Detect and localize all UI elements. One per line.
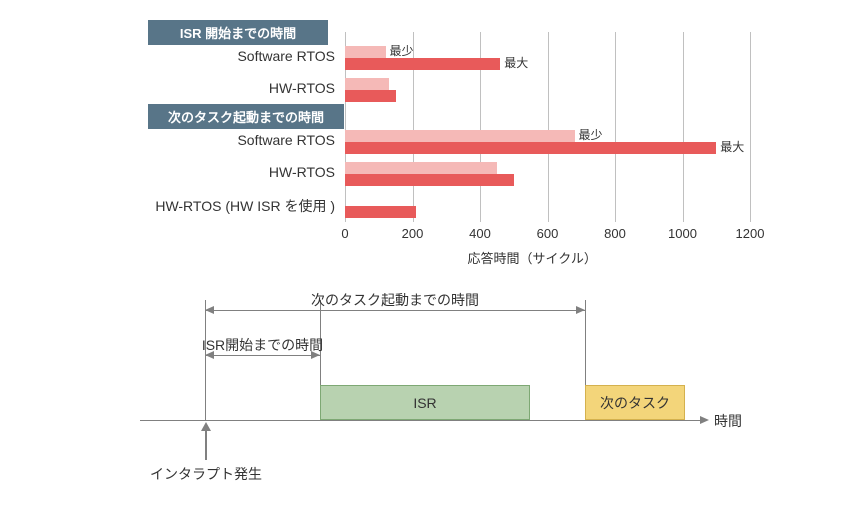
bar-max (345, 142, 716, 154)
row-label: HW-RTOS (135, 80, 335, 96)
guideline (205, 300, 206, 420)
bar-max (345, 90, 396, 102)
row-label: Software RTOS (135, 132, 335, 148)
section-header: ISR 開始までの時間 (148, 20, 328, 45)
interrupt-arrow-icon (201, 422, 211, 431)
gridline (750, 32, 751, 222)
dim-line (205, 355, 320, 356)
bar-min (345, 162, 497, 174)
axis-arrow-icon (700, 416, 709, 424)
bar-min (345, 130, 575, 142)
x-tick-label: 600 (528, 226, 568, 241)
gridline (615, 32, 616, 222)
x-axis-title: 応答時間（サイクル） (468, 248, 597, 267)
gridline (548, 32, 549, 222)
row-label: HW-RTOS (135, 164, 335, 180)
x-tick-label: 800 (595, 226, 635, 241)
timeline-block: 次のタスク (585, 385, 685, 420)
bar-annot-max: 最大 (504, 54, 528, 71)
bar-max (345, 58, 500, 70)
time-axis-label: 時間 (714, 411, 742, 431)
bar-annot-max: 最大 (720, 138, 744, 155)
bar-annot-min: 最少 (579, 126, 603, 143)
section-header: 次のタスク起動までの時間 (148, 104, 344, 129)
interrupt-label: インタラプト発生 (150, 464, 262, 484)
dim-label: 次のタスク起動までの時間 (305, 290, 485, 310)
x-tick-label: 1000 (663, 226, 703, 241)
bar-max (345, 174, 514, 186)
row-label: HW-RTOS (HW ISR を使用 ) (135, 196, 335, 216)
row-label: Software RTOS (135, 48, 335, 64)
dim-arrow-right-icon (576, 306, 585, 314)
bar-annot-min: 最少 (390, 42, 414, 59)
dim-line (205, 310, 585, 311)
x-tick-label: 200 (393, 226, 433, 241)
x-tick-label: 400 (460, 226, 500, 241)
timeline-block: ISR (320, 385, 530, 420)
gridline (683, 32, 684, 222)
dim-label: ISR開始までの時間 (173, 335, 353, 355)
interrupt-arrow (205, 430, 207, 460)
bar-min (345, 46, 386, 58)
dim-arrow-left-icon (205, 306, 214, 314)
x-tick-label: 0 (325, 226, 365, 241)
bar-max (345, 206, 416, 218)
x-tick-label: 1200 (730, 226, 770, 241)
bar-min (345, 78, 389, 90)
